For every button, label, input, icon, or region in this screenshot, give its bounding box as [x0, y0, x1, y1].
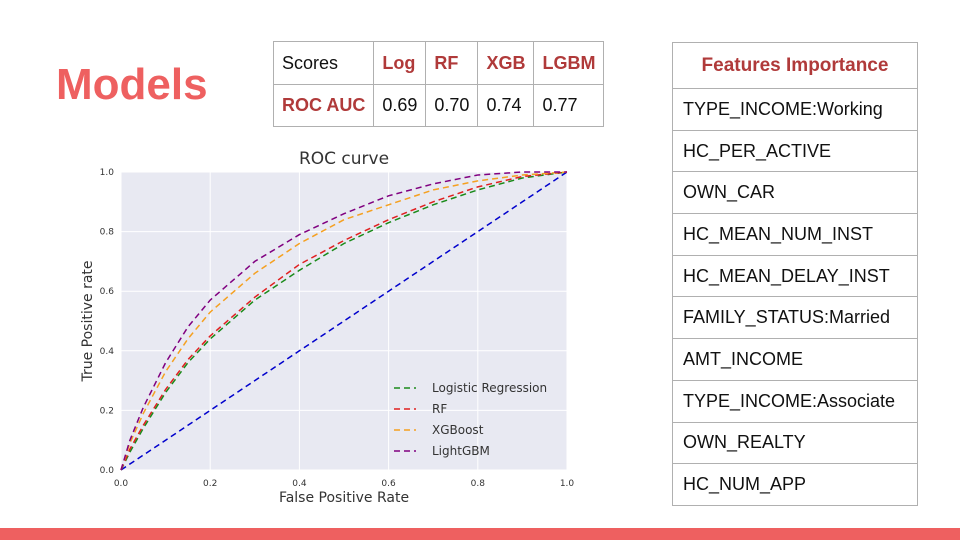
- plot-background: [121, 172, 567, 470]
- feature-row: OWN_REALTY: [672, 421, 918, 465]
- features-header: Features Importance: [672, 42, 918, 89]
- feature-name: HC_PER_ACTIVE: [672, 129, 918, 173]
- feature-row: HC_MEAN_NUM_INST: [672, 213, 918, 256]
- scores-header-cell: LGBM: [533, 41, 605, 85]
- feature-row: TYPE_INCOME:Associate: [672, 379, 918, 423]
- x-tick-label: 0.6: [381, 479, 396, 489]
- score-value: 0.74: [477, 84, 535, 127]
- footer-accent-bar: [0, 528, 960, 540]
- y-tick-label: 0.2: [100, 406, 114, 416]
- feature-name: HC_NUM_APP: [672, 463, 918, 506]
- legend-label: Logistic Regression: [432, 381, 547, 395]
- feature-name: AMT_INCOME: [672, 338, 918, 381]
- feature-name: FAMILY_STATUS:Married: [672, 296, 918, 340]
- y-tick-label: 1.0: [100, 168, 115, 178]
- scores-header-row: Scores Log RF XGB LGBM: [272, 41, 605, 85]
- y-tick-label: 0.6: [100, 287, 115, 297]
- score-value: 0.77: [533, 84, 605, 127]
- scores-row-label: ROC AUC: [272, 84, 375, 127]
- roc-chart: ROC curve False Positive Rate True Posit…: [80, 149, 575, 506]
- feature-row: OWN_CAR: [672, 171, 918, 215]
- feature-name: OWN_CAR: [672, 171, 918, 215]
- feature-row: TYPE_INCOME:Working: [672, 88, 918, 131]
- feature-row: AMT_INCOME: [672, 338, 918, 381]
- feature-name: OWN_REALTY: [672, 421, 918, 465]
- scores-header-cell: Log: [373, 41, 427, 85]
- series-line-chance: [120, 171, 568, 471]
- series-line-logistic-regression: [120, 171, 568, 471]
- feature-row: HC_PER_ACTIVE: [672, 129, 918, 173]
- feature-row: HC_NUM_APP: [672, 463, 918, 506]
- x-tick-label: 0.8: [471, 479, 486, 489]
- scores-table: Scores Log RF XGB LGBM ROC AUC 0.69 0.70…: [272, 41, 605, 127]
- x-tick-label: 0.0: [114, 479, 129, 489]
- y-tick-label: 0.4: [100, 347, 115, 357]
- slide-title: Models: [56, 60, 208, 109]
- features-importance-table: Features Importance TYPE_INCOME:Working …: [672, 42, 918, 506]
- feature-row: HC_MEAN_DELAY_INST: [672, 254, 918, 298]
- legend-label: XGBoost: [432, 423, 484, 437]
- feature-name: TYPE_INCOME:Working: [672, 88, 918, 131]
- score-value: 0.70: [425, 84, 479, 127]
- series-line-rf: [120, 171, 568, 471]
- feature-name: HC_MEAN_DELAY_INST: [672, 254, 918, 298]
- scores-header-cell: XGB: [477, 41, 535, 85]
- features-header-row: Features Importance: [672, 42, 918, 89]
- x-tick-label: 1.0: [560, 479, 575, 489]
- feature-name: TYPE_INCOME:Associate: [672, 379, 918, 423]
- legend-label: LightGBM: [432, 444, 490, 458]
- x-axis-label: False Positive Rate: [279, 490, 409, 506]
- chart-title: ROC curve: [299, 149, 389, 169]
- score-value: 0.69: [373, 84, 427, 127]
- scores-row-roc-auc: ROC AUC 0.69 0.70 0.74 0.77: [272, 84, 605, 127]
- y-axis-label: True Positive rate: [80, 260, 96, 382]
- scores-header-cell: RF: [425, 41, 479, 85]
- feature-name: HC_MEAN_NUM_INST: [672, 213, 918, 256]
- x-tick-label: 0.4: [292, 479, 307, 489]
- series-line-lightgbm: [120, 171, 567, 471]
- x-tick-label: 0.2: [203, 479, 217, 489]
- feature-row: FAMILY_STATUS:Married: [672, 296, 918, 340]
- y-tick-label: 0.8: [100, 228, 115, 238]
- scores-header-cell: Scores: [272, 41, 375, 85]
- y-tick-label: 0.0: [100, 466, 115, 476]
- legend-label: RF: [432, 402, 447, 416]
